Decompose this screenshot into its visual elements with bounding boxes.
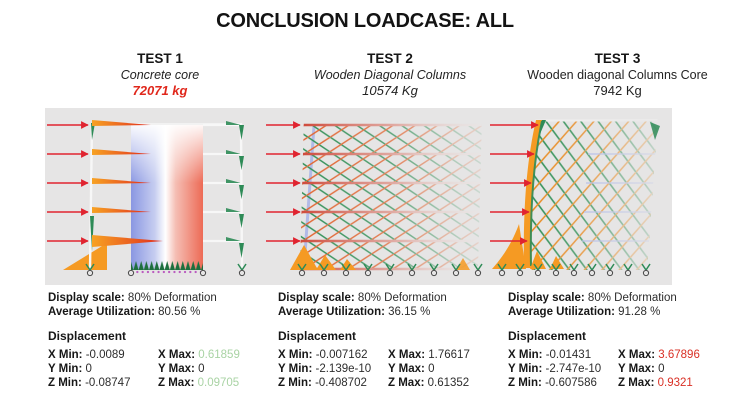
display-scale-line: Display scale: 80% Deformation (508, 292, 677, 304)
disp-row-z: Z Min: -0.08747 Z Max: 0.09705 (48, 377, 240, 389)
y-max-value: 0 (198, 363, 205, 375)
display-scale-line: Display scale: 80% Deformation (278, 292, 447, 304)
diagram-canvas (45, 108, 672, 285)
y-min-value: 0 (85, 363, 92, 375)
display-scale-line: Display scale: 80% Deformation (48, 292, 274, 304)
x-max-value: 1.76617 (428, 349, 470, 361)
avg-util-label: Average Utilization: (48, 306, 155, 318)
z-min-value: -0.607586 (545, 377, 597, 389)
display-scale-value: 80% Deformation (357, 292, 447, 304)
disp-row-z: Z Min: -0.607586 Z Max: 0.9321 (508, 377, 693, 389)
displacement-heading: Displacement (48, 329, 127, 343)
left-edge-green-curve (529, 120, 543, 267)
x-min-value: -0.007162 (315, 349, 368, 361)
load-arrows (47, 121, 89, 245)
disp-row-y: Y Min: -2.139e-10 Y Max: 0 (278, 363, 435, 375)
test-3-name: TEST 3 (594, 51, 641, 66)
avg-util-value: 91.28 % (618, 306, 661, 318)
base-moment-triangle (63, 243, 107, 270)
test-1-header: TEST 1 Concrete core 72071 kg (40, 51, 280, 99)
display-scale-value: 80% Deformation (587, 292, 677, 304)
z-max-value: 0.09705 (197, 377, 240, 389)
left-edge-moment-crescent (523, 120, 542, 268)
test-3-subtitle: Wooden diagonal Columns Core (527, 68, 708, 82)
test-2-info: Display scale: 80% Deformation Average U… (278, 292, 504, 391)
z-max-value: 0.9321 (657, 377, 693, 389)
reaction-spikes (131, 261, 203, 270)
disp-row-y: Y Min: -2.747e-10 Y Max: 0 (508, 363, 665, 375)
disp-row-x: X Min: -0.007162 X Max: 1.76617 (278, 349, 470, 361)
test-2-weight: 10574 Kg (362, 83, 418, 98)
core-wall (130, 125, 205, 274)
disp-row-y: Y Min: 0 Y Max: 0 (48, 363, 205, 375)
avg-util-line: Average Utilization: 36.15 % (278, 306, 431, 318)
x-min-value: -0.0089 (85, 349, 125, 361)
avg-util-line: Average Utilization: 91.28 % (508, 306, 661, 318)
x-max-value: 0.61859 (198, 349, 240, 361)
diagrid-lattice (297, 122, 484, 272)
test-2-subtitle: Wooden Diagonal Columns (313, 68, 467, 82)
test-1-diagram (47, 120, 247, 277)
displacement-heading: Displacement (508, 329, 587, 343)
moment-wedges (92, 120, 163, 247)
page-title: CONCLUSION LOADCASE: ALL (216, 10, 514, 32)
load-arrows (266, 121, 301, 245)
test-2-diagram (266, 121, 484, 277)
avg-util-line: Average Utilization: 80.56 % (48, 306, 274, 318)
x-max-value: 3.67896 (658, 349, 700, 361)
right-beams (203, 121, 241, 243)
avg-util-value: 36.15 % (388, 306, 431, 318)
y-max-value: 0 (428, 363, 435, 375)
test-3-weight: 7942 Kg (593, 83, 642, 98)
disp-row-x: X Min: -0.0089 X Max: 0.61859 (48, 349, 240, 361)
z-min-value: -0.08747 (85, 377, 131, 389)
y-max-value: 0 (658, 363, 665, 375)
displacement-heading: Displacement (278, 329, 357, 343)
diagrid-lattice (524, 119, 658, 270)
z-max-value: 0.61352 (427, 377, 470, 389)
test-1-weight: 72071 kg (132, 83, 188, 98)
display-scale-label: Display scale: (48, 292, 125, 304)
test-1-name: TEST 1 (137, 51, 183, 66)
test-2-header: TEST 2 Wooden Diagonal Columns 10574 Kg (272, 51, 508, 99)
avg-util-value: 80.56 % (158, 306, 201, 318)
test-3-diagram (490, 119, 660, 277)
left-column (88, 122, 95, 271)
right-column (239, 122, 244, 272)
load-arrows (490, 121, 539, 245)
y-min-value: -2.139e-10 (315, 363, 372, 375)
z-min-value: -0.408702 (315, 377, 367, 389)
disp-row-x: X Min: -0.01431 X Max: 3.67896 (508, 349, 700, 361)
y-min-value: -2.747e-10 (545, 363, 602, 375)
display-scale-value: 80% Deformation (127, 292, 217, 304)
test-3-header: TEST 3 Wooden diagonal Columns Core 7942… (500, 51, 730, 99)
test-2-name: TEST 2 (367, 51, 413, 66)
x-min-value: -0.01431 (545, 349, 592, 361)
disp-row-z: Z Min: -0.408702 Z Max: 0.61352 (278, 377, 470, 389)
test-1-info: Display scale: 80% Deformation Average U… (48, 292, 274, 391)
test-3-info: Display scale: 80% Deformation Average U… (508, 292, 730, 391)
test-1-subtitle: Concrete core (120, 68, 200, 82)
